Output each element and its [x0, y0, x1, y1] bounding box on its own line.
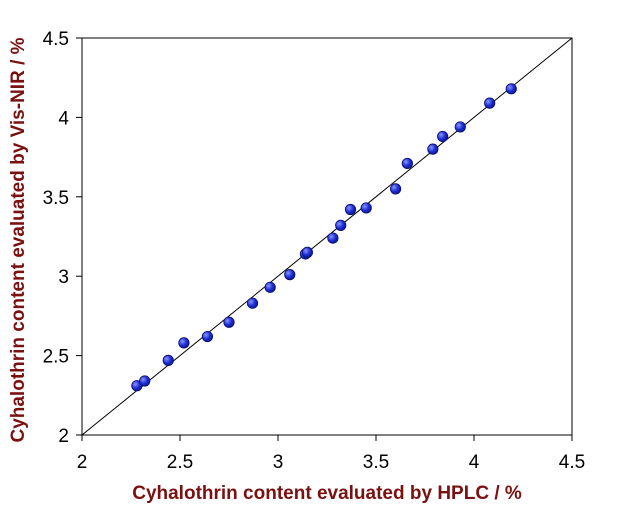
- y-tick-label: 2.5: [43, 347, 69, 368]
- x-tick-label: 4.5: [559, 452, 585, 473]
- data-point: [454, 121, 466, 133]
- data-point: [201, 330, 214, 343]
- y-tick-label: 4.5: [43, 29, 69, 50]
- plot-frame: [81, 37, 573, 436]
- data-point: [505, 83, 517, 95]
- data-point: [178, 337, 190, 349]
- data-point: [162, 354, 174, 366]
- data-point: [344, 203, 357, 216]
- x-axis-ticks: 2 2.5 3 3.5 4 4.5: [77, 435, 585, 473]
- data-point: [246, 297, 259, 309]
- data-point: [427, 143, 439, 155]
- data-point: [360, 202, 372, 214]
- data-point: [389, 183, 402, 195]
- data-point: [401, 157, 413, 170]
- x-tick-label: 2: [77, 452, 88, 473]
- data-point: [264, 281, 276, 293]
- y-tick-label: 4: [58, 108, 69, 129]
- x-tick-label: 4: [469, 452, 480, 473]
- data-point: [327, 232, 339, 244]
- data-point: [223, 316, 235, 328]
- data-point: [284, 269, 296, 281]
- data-points: [131, 83, 517, 392]
- data-point: [301, 246, 313, 258]
- identity-line: [81, 37, 573, 436]
- y-axis-title: Cyhalothrin content evaluated by Vis-NIR…: [8, 37, 29, 442]
- data-point: [335, 219, 347, 231]
- y-axis-ticks: 2 2.5 3 3.5 4 4.5: [43, 29, 82, 447]
- x-tick-label: 3: [273, 452, 284, 473]
- x-tick-label: 2.5: [167, 452, 193, 473]
- y-tick-label: 3.5: [43, 188, 69, 209]
- y-tick-label: 2: [58, 426, 69, 447]
- y-tick-label: 3: [58, 267, 69, 288]
- x-axis-title: Cyhalothrin content evaluated by HPLC / …: [132, 483, 522, 504]
- x-tick-label: 3.5: [363, 452, 389, 473]
- data-point: [139, 375, 151, 387]
- data-point: [484, 97, 496, 109]
- data-point: [437, 130, 449, 143]
